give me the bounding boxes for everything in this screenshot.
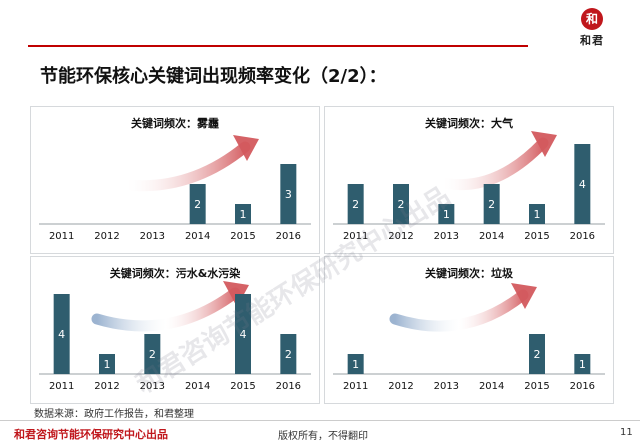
bar-value-label: 1: [443, 208, 450, 221]
x-tick-label: 2012: [94, 381, 119, 392]
bar-value-label: 1: [352, 358, 359, 371]
x-tick-label: 2015: [230, 231, 255, 242]
bar-value-label: 1: [579, 358, 586, 371]
footer-brand: 和君咨询节能环保研究中心出品: [14, 428, 168, 441]
bar-value-label: 1: [104, 358, 111, 371]
x-tick-label: 2015: [524, 231, 549, 242]
bar: [393, 184, 409, 224]
x-tick-label: 2016: [276, 231, 301, 242]
x-tick-label: 2014: [479, 381, 504, 392]
bar-value-label: 2: [488, 198, 495, 211]
bar-value-label: 2: [194, 198, 201, 211]
x-tick-label: 2016: [276, 381, 301, 392]
chart-title: 关键词频次：雾霾: [131, 116, 219, 130]
bar: [574, 354, 591, 374]
chart-panel-garbage: 关键词频次：垃圾 1 2011 2012 2013 2014 2 2015 1 2016: [324, 256, 614, 404]
x-tick-label: 2011: [49, 231, 74, 242]
bar: [280, 334, 297, 374]
footer: 和君咨询节能环保研究中心出品 版权所有，不得翻印 11: [0, 420, 640, 444]
x-tick-label: 2013: [434, 381, 459, 392]
chart-title: 关键词频次：污水&水污染: [110, 266, 242, 280]
chart-svg: 关键词频次：污水&水污染 4 2011 1 2012 2 2013 2014 4 2015 2 201…: [39, 266, 311, 392]
chart-panel-air: 关键词频次：大气 2 2011 2 2012 1 2013 2 2014 1 2015 4 2016: [324, 106, 614, 254]
bar: [144, 334, 161, 374]
bar-value-label: 2: [285, 348, 292, 361]
x-tick-label: 2012: [94, 231, 119, 242]
bar-value-label: 3: [285, 188, 292, 201]
x-tick-label: 2013: [140, 381, 165, 392]
x-tick-label: 2015: [230, 381, 255, 392]
trend-arrow-head: [531, 131, 557, 157]
x-tick-label: 2012: [388, 231, 413, 242]
bar-value-label: 2: [149, 348, 156, 361]
bar-value-label: 4: [579, 178, 586, 191]
bar-value-label: 4: [240, 328, 247, 341]
chart-title: 关键词频次：垃圾: [425, 266, 514, 280]
bar-value-label: 4: [58, 328, 65, 341]
x-tick-label: 2011: [49, 381, 74, 392]
source-note: 数据来源：政府工作报告，和君整理: [34, 409, 194, 420]
bar: [235, 294, 251, 374]
logo-brand: 和君: [580, 34, 604, 47]
bar: [99, 354, 115, 374]
logo-seal: 和: [581, 8, 603, 30]
chart-svg: 关键词频次：大气 2 2011 2 2012 1 2013 2 2014 1 2015 4 2016: [333, 116, 605, 242]
x-tick-label: 2012: [388, 381, 413, 392]
title-underline: [28, 45, 528, 47]
trend-arrow: [437, 137, 549, 191]
bar-value-label: 1: [534, 208, 541, 221]
x-tick-label: 2011: [343, 231, 368, 242]
trend-arrow: [389, 289, 529, 332]
bar-value-label: 2: [352, 198, 359, 211]
trend-arrow: [121, 141, 251, 192]
bar-value-label: 1: [240, 208, 247, 221]
page-title: 节能环保核心关键词出现频率变化（2/2）：: [40, 66, 387, 87]
chart-panel-haze: 关键词频次：雾霾 2011 2012 2013 2 2014 1 2015 3 2016: [30, 106, 320, 254]
x-tick-label: 2016: [570, 231, 595, 242]
x-tick-label: 2015: [524, 381, 549, 392]
page-number: 11: [620, 427, 633, 438]
x-tick-label: 2013: [140, 231, 165, 242]
chart-panel-water: 关键词频次：污水&水污染 4 2011 1 2012 2 2013 2014 4 2015 2 201…: [30, 256, 320, 404]
chart-svg: 关键词频次：雾霾 2011 2012 2013 2 2014 1 2015 3 2016: [39, 116, 311, 242]
bar-value-label: 2: [534, 348, 541, 361]
bar: [574, 144, 591, 224]
trend-arrow-head: [233, 135, 259, 161]
company-logo: 和 和君: [568, 8, 616, 50]
bar-value-label: 2: [398, 198, 405, 211]
x-tick-label: 2014: [185, 231, 210, 242]
trend-arrow: [91, 287, 241, 332]
bar: [347, 184, 364, 224]
x-tick-label: 2014: [479, 231, 504, 242]
bar: [438, 204, 455, 224]
bar: [347, 354, 364, 374]
bar: [53, 294, 70, 374]
bar: [235, 204, 251, 224]
chart-title: 关键词频次：大气: [425, 116, 513, 130]
x-tick-label: 2011: [343, 381, 368, 392]
footer-copyright: 版权所有，不得翻印: [278, 431, 368, 442]
bar: [483, 184, 500, 224]
x-tick-label: 2013: [434, 231, 459, 242]
x-tick-label: 2014: [185, 381, 210, 392]
chart-svg: 关键词频次：垃圾 1 2011 2012 2013 2014 2 2015 1 2016: [333, 266, 605, 392]
trend-arrow-head: [511, 283, 537, 309]
bar: [189, 184, 206, 224]
bar: [529, 334, 545, 374]
bar: [280, 164, 297, 224]
bar: [529, 204, 545, 224]
x-tick-label: 2016: [570, 381, 595, 392]
